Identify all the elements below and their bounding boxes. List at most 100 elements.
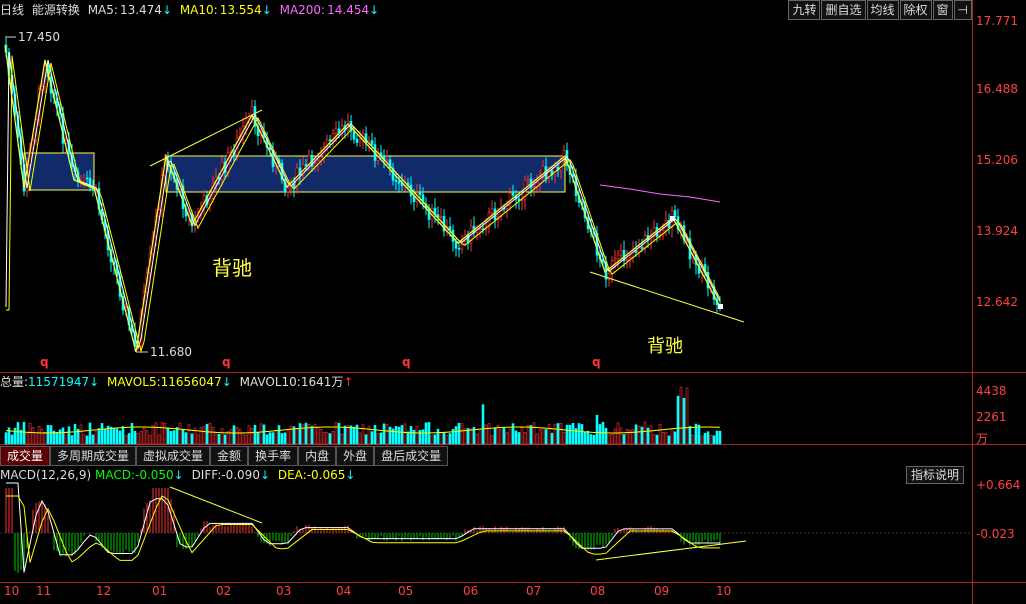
pin-icon[interactable]: ⊣: [953, 0, 972, 20]
volume-bar: [235, 427, 239, 445]
stock-name: 能源转换: [31, 3, 80, 17]
ex-rights-button[interactable]: 除权: [899, 0, 932, 20]
tab-inner[interactable]: 内盘: [298, 446, 337, 466]
volume-bar: [583, 431, 587, 445]
q-marker: q: [222, 355, 231, 369]
volume-bar: [646, 427, 650, 445]
mavol10-value: 1641万: [300, 375, 344, 389]
divergence-label: 背驰: [212, 256, 252, 280]
q-marker: q: [40, 355, 49, 369]
volume-bar: [178, 422, 182, 445]
volume-bar: [709, 434, 713, 445]
remove-favorite-button[interactable]: 删自选: [821, 0, 866, 20]
price-panel-divider: [0, 372, 1026, 373]
up-arrow-icon: ↑: [343, 375, 354, 389]
volume-bar: [151, 425, 155, 445]
down-arrow-icon: ↓: [173, 468, 184, 482]
volume-bar: [10, 434, 14, 445]
window-button[interactable]: 窗: [932, 0, 953, 20]
candle-body: [388, 159, 392, 169]
tab-multi-period-volume[interactable]: 多周期成交量: [50, 446, 137, 466]
moving-average-button[interactable]: 均线: [866, 0, 899, 20]
volume-bar: [529, 425, 533, 445]
volume-bar: [358, 432, 362, 445]
volume-bar: [466, 428, 470, 445]
volume-bar: [322, 432, 326, 445]
right-axis-line: [972, 0, 973, 604]
volume-bar: [331, 431, 335, 445]
volume-bar: [46, 424, 50, 445]
volume-bar: [688, 425, 692, 445]
volume-bar: [568, 424, 572, 445]
candle-body: [541, 166, 545, 178]
volume-bar: [625, 428, 629, 445]
month-label: 09: [654, 584, 670, 598]
volume-bar: [664, 431, 668, 445]
indicator-explain-button[interactable]: 指标说明: [906, 466, 965, 484]
macd-tick: +0.664: [976, 478, 1021, 492]
volume-bar: [628, 429, 632, 445]
tab-amount[interactable]: 金额: [210, 446, 249, 466]
volume-bar: [439, 432, 443, 445]
volume-bar: [40, 428, 44, 445]
macd-tick: -0.023: [976, 527, 1015, 541]
candle-body: [673, 210, 677, 217]
candle-body: [616, 254, 620, 260]
volume-bar: [277, 425, 281, 445]
volume-bar: [223, 434, 227, 445]
candle-body: [358, 139, 362, 143]
tab-volume[interactable]: 成交量: [0, 446, 51, 466]
nine-turn-button[interactable]: 九转: [788, 0, 821, 20]
tab-outer[interactable]: 外盘: [336, 446, 375, 466]
volume-bar: [232, 425, 236, 445]
volume-bar: [163, 422, 167, 445]
volume-bar: [7, 427, 11, 445]
tab-turnover[interactable]: 换手率: [248, 446, 299, 466]
candle-body: [547, 170, 551, 180]
q-marker: q: [592, 355, 601, 369]
candle-body: [439, 216, 443, 218]
period-label[interactable]: 日线: [0, 3, 25, 17]
candle-body: [325, 139, 329, 147]
dea-line: [6, 495, 720, 563]
volume-bar: [616, 422, 620, 445]
volume-bar: [85, 435, 89, 445]
chart-toolbar: 九转 删自选 均线 除权 窗 ⊣: [787, 0, 972, 20]
volume-tick: 4438: [976, 384, 1007, 398]
month-label: 05: [398, 584, 414, 598]
volume-bar: [16, 422, 20, 445]
volume-bar: [493, 427, 497, 445]
candle-body: [607, 273, 611, 280]
volume-bar: [265, 434, 269, 445]
volume-bar: [274, 430, 278, 445]
tab-after-hours-volume[interactable]: 盘后成交量: [374, 446, 449, 466]
down-arrow-icon: ↓: [221, 375, 232, 389]
volume-bar: [238, 428, 242, 445]
volume-bar: [121, 426, 125, 445]
volume-bar: [286, 429, 290, 445]
volume-bar: [259, 423, 263, 445]
volume-bar: [532, 422, 536, 445]
volume-bar: [517, 432, 521, 445]
volume-bar: [442, 432, 446, 445]
volume-bar: [130, 422, 134, 445]
tab-virtual-volume[interactable]: 虚拟成交量: [136, 446, 211, 466]
volume-bar: [415, 425, 419, 445]
volume-header: 总量:11571947↓ MAVOL5:11656047↓ MAVOL10:16…: [0, 374, 353, 390]
month-label: 07: [526, 584, 542, 598]
candle-body: [421, 194, 425, 205]
volume-bar: [643, 421, 647, 445]
low-marker: [718, 304, 723, 309]
volume-bar: [610, 433, 614, 445]
volume-bar: [316, 427, 320, 445]
ma200-label: MA200:: [279, 3, 326, 17]
total-volume-value: 11571947: [28, 375, 90, 389]
volume-bar: [544, 429, 548, 445]
down-arrow-icon: ↓: [345, 468, 356, 482]
candle-body: [613, 258, 617, 262]
volume-bar: [502, 427, 506, 445]
volume-bar: [106, 425, 110, 445]
candle-body: [40, 86, 44, 90]
volume-bar: [634, 424, 638, 445]
volume-tick: 2261: [976, 410, 1007, 424]
